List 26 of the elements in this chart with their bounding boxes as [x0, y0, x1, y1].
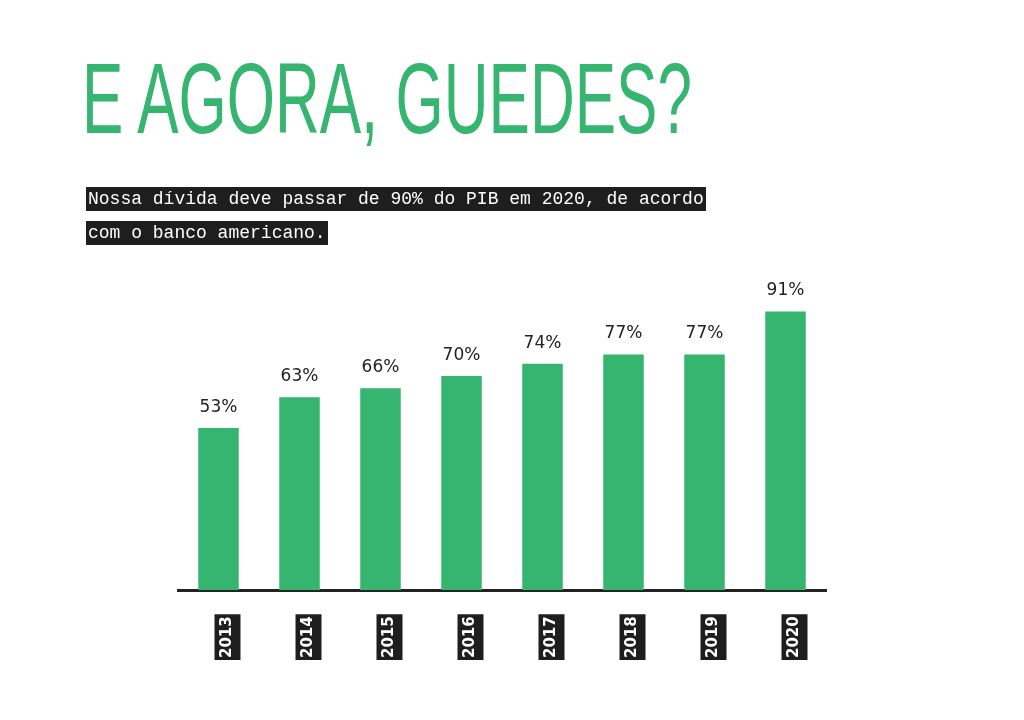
- data-label: 74%: [523, 331, 562, 352]
- x-tick-label: 2016: [460, 616, 479, 658]
- data-label: 91%: [766, 279, 805, 300]
- x-tick-label: 2017: [541, 616, 560, 658]
- x-tick-label: 2019: [703, 616, 722, 658]
- bar: [441, 375, 482, 591]
- bar: [198, 427, 239, 591]
- x-tick-label: 2020: [784, 616, 803, 658]
- bar: [603, 354, 644, 591]
- bar: [522, 363, 563, 591]
- data-label: 77%: [604, 322, 643, 343]
- bar: [765, 311, 806, 591]
- bar: [279, 397, 320, 591]
- data-label: 53%: [199, 395, 238, 416]
- data-label: 77%: [685, 322, 724, 343]
- x-tick-label: 2015: [379, 616, 398, 658]
- bar: [684, 354, 725, 591]
- data-label: 70%: [442, 343, 481, 364]
- x-tick-label: 2013: [217, 616, 236, 658]
- bar: [360, 388, 401, 591]
- data-label: 66%: [361, 356, 400, 377]
- chart-title: E AGORA, GUEDES?: [82, 42, 692, 154]
- data-label: 63%: [280, 365, 319, 386]
- x-tick-label: 2014: [298, 616, 317, 658]
- x-tick-label: 2018: [622, 616, 641, 658]
- chart-subtitle: Nossa dívida deve passar de 90% do PIB em 2020, de acordo com o banco americano.: [86, 187, 706, 245]
